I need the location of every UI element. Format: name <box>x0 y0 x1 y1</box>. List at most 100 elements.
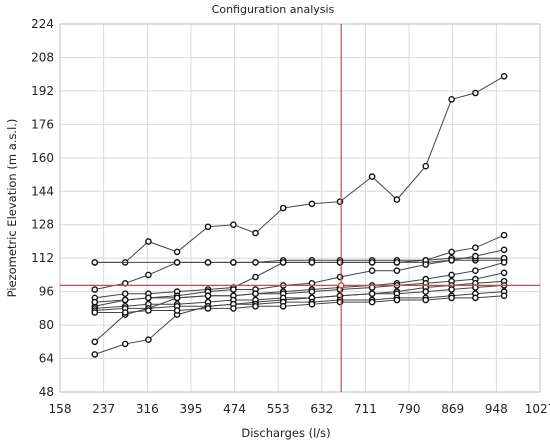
data-point[interactable] <box>472 267 479 275</box>
data-point[interactable] <box>230 305 237 312</box>
data-point[interactable] <box>448 256 455 264</box>
chart-title: Configuration analysis <box>212 3 335 16</box>
y-tick-label: 144 <box>31 184 54 198</box>
data-point[interactable] <box>393 259 401 266</box>
data-point[interactable] <box>204 259 212 266</box>
data-point[interactable] <box>336 273 344 281</box>
data-point[interactable] <box>472 244 479 251</box>
data-point[interactable] <box>91 351 99 358</box>
data-point[interactable] <box>368 173 376 180</box>
series-3 <box>91 254 508 293</box>
data-point[interactable] <box>230 286 237 293</box>
data-point[interactable] <box>252 259 259 266</box>
data-point[interactable] <box>368 259 376 266</box>
data-point[interactable] <box>500 231 508 239</box>
data-point[interactable] <box>422 162 430 170</box>
series-line <box>94 261 505 343</box>
data-point[interactable] <box>500 259 508 266</box>
data-point[interactable] <box>448 294 455 302</box>
data-point[interactable] <box>422 288 430 295</box>
data-point[interactable] <box>91 259 99 266</box>
x-tick-label: 790 <box>398 402 421 416</box>
data-point[interactable] <box>145 336 152 344</box>
data-point[interactable] <box>173 259 181 266</box>
data-point[interactable] <box>308 259 316 266</box>
data-point[interactable] <box>121 290 129 298</box>
x-tick-label: 1027 <box>525 402 550 416</box>
data-point[interactable] <box>252 229 259 237</box>
y-tick-label: 80 <box>39 318 54 332</box>
y-tick-label: 96 <box>39 285 54 299</box>
data-point[interactable] <box>422 261 430 268</box>
data-point[interactable] <box>279 204 287 212</box>
data-point[interactable] <box>393 296 401 304</box>
data-point[interactable] <box>121 340 129 348</box>
data-point[interactable] <box>448 248 455 256</box>
data-point[interactable] <box>393 196 401 203</box>
data-point[interactable] <box>472 252 479 260</box>
data-point[interactable] <box>500 73 508 80</box>
data-point[interactable] <box>368 290 376 298</box>
data-point[interactable] <box>252 273 259 281</box>
data-point[interactable] <box>91 338 99 346</box>
data-point[interactable] <box>336 259 344 266</box>
series-line <box>94 280 505 355</box>
data-point[interactable] <box>368 298 376 306</box>
series-line <box>94 295 505 313</box>
y-tick-label: 176 <box>31 117 54 131</box>
data-point[interactable] <box>145 238 152 245</box>
series-9 <box>91 282 508 312</box>
data-point[interactable] <box>91 298 99 306</box>
data-point[interactable] <box>145 294 152 302</box>
data-point[interactable] <box>336 198 344 205</box>
data-point[interactable] <box>308 288 316 295</box>
data-point[interactable] <box>500 269 508 277</box>
data-point[interactable] <box>230 221 237 228</box>
y-axis-ticks: 48 64 80 96 112 128 144 160 176 192 208 224 <box>31 17 54 399</box>
data-point[interactable] <box>173 294 181 302</box>
y-tick-label: 192 <box>31 84 54 98</box>
y-tick-label: 224 <box>31 17 54 31</box>
data-point[interactable] <box>308 200 316 208</box>
data-point[interactable] <box>472 89 479 97</box>
data-point[interactable] <box>448 96 455 103</box>
data-point[interactable] <box>230 259 237 266</box>
data-point[interactable] <box>500 246 508 254</box>
x-tick-label: 474 <box>223 402 246 416</box>
data-point[interactable] <box>204 292 212 300</box>
data-point[interactable] <box>121 296 129 304</box>
data-point[interactable] <box>91 309 99 316</box>
grid <box>59 23 541 393</box>
x-tick-label: 316 <box>136 402 159 416</box>
data-point[interactable] <box>422 296 430 304</box>
data-point[interactable] <box>173 307 181 314</box>
data-point[interactable] <box>204 305 212 312</box>
series-5 <box>91 246 508 310</box>
data-point[interactable] <box>448 286 455 293</box>
data-point[interactable] <box>145 271 152 279</box>
series-11 <box>91 292 508 316</box>
series-line <box>94 272 505 303</box>
series-line <box>94 249 505 307</box>
data-point[interactable] <box>252 302 259 310</box>
data-point[interactable] <box>368 267 376 275</box>
data-point[interactable] <box>472 294 479 302</box>
data-point[interactable] <box>500 292 508 300</box>
data-point[interactable] <box>279 259 287 266</box>
data-point[interactable] <box>279 302 287 310</box>
series-1 <box>91 73 508 266</box>
plot-area <box>59 23 541 393</box>
data-point[interactable] <box>121 309 129 316</box>
data-point[interactable] <box>91 286 99 293</box>
data-point[interactable] <box>252 290 259 298</box>
data-point[interactable] <box>308 300 316 308</box>
data-point[interactable] <box>336 298 344 306</box>
data-point[interactable] <box>173 248 181 256</box>
crosshair <box>60 24 540 392</box>
data-point[interactable] <box>145 307 152 314</box>
data-point[interactable] <box>393 267 401 275</box>
data-point[interactable] <box>448 271 455 279</box>
y-axis-label: Piezometric Elevation (m a.s.l.) <box>5 119 19 298</box>
data-point[interactable] <box>204 223 212 231</box>
